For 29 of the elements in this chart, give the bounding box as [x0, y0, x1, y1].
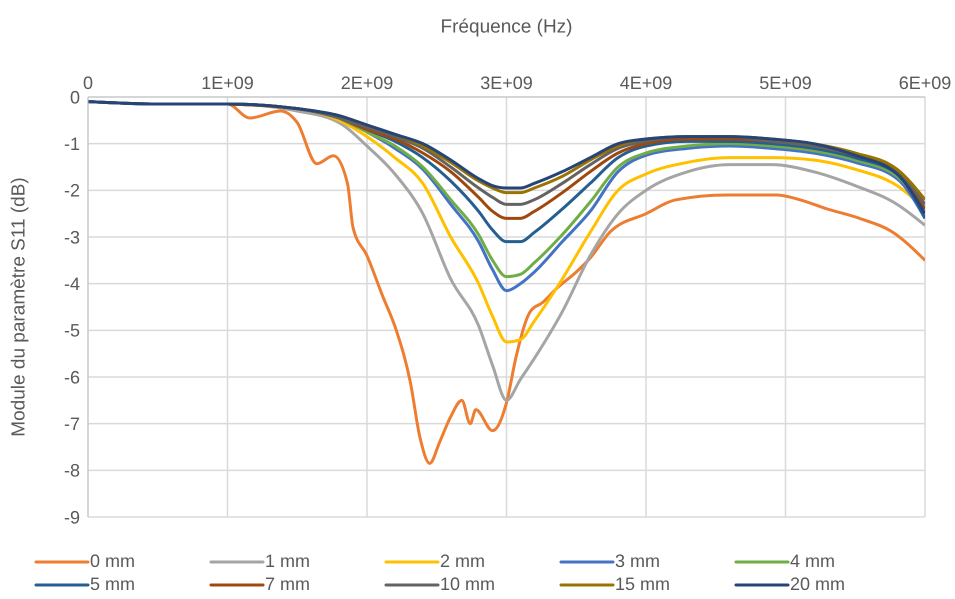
legend-label: 2 mm	[440, 551, 485, 572]
x-tick-label: 3E+09	[480, 73, 533, 93]
legend-label: 5 mm	[90, 574, 135, 595]
y-tick-label: 0	[70, 87, 80, 108]
x-tick-label: 1E+09	[201, 73, 254, 93]
y-tick-label: -6	[64, 367, 80, 388]
x-tick-label: 2E+09	[340, 73, 394, 93]
x-tick-label: 6E+09	[898, 73, 952, 93]
x-axis-title: Fréquence (Hz)	[440, 16, 572, 38]
legend-label: 20 mm	[790, 574, 846, 595]
legend-label: 3 mm	[615, 551, 660, 572]
y-tick-label: -7	[64, 414, 80, 434]
y-tick-label: -5	[64, 320, 80, 341]
y-tick-label: -2	[64, 180, 80, 201]
legend-label: 1 mm	[265, 551, 310, 572]
y-axis-title: Module du paramètre S11 (dB)	[8, 177, 30, 437]
legend-label: 4 mm	[790, 551, 835, 572]
legend-label: 0 mm	[90, 551, 135, 572]
legend-label: 10 mm	[440, 574, 496, 595]
x-tick-label: 0	[82, 73, 94, 93]
y-tick-label: -9	[64, 507, 80, 528]
legend-label: 15 mm	[615, 574, 670, 595]
x-tick-label: 5E+09	[759, 73, 812, 93]
y-tick-label: -3	[64, 227, 80, 248]
y-tick-label: -1	[64, 134, 80, 154]
x-tick-label: 4E+09	[620, 73, 672, 93]
y-tick-label: -8	[64, 460, 80, 481]
legend-label: 7 mm	[265, 574, 310, 595]
y-tick-label: -4	[64, 274, 80, 294]
